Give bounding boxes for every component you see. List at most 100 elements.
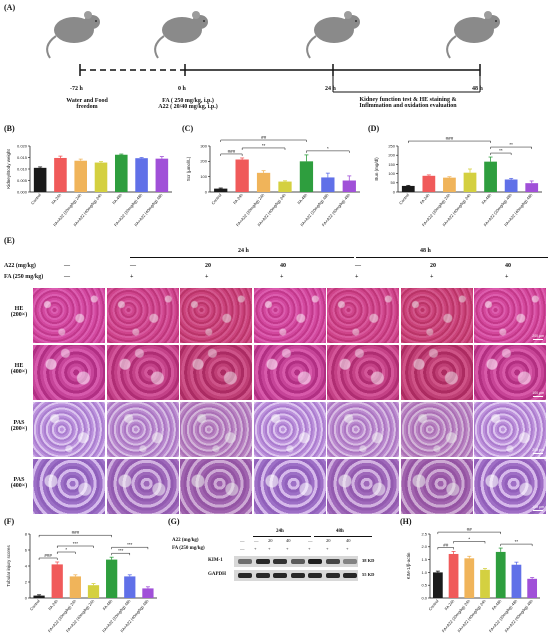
panel-label-a: (A)	[4, 3, 16, 12]
significance-bracket	[38, 534, 112, 538]
chart-f: 0 2 4 6 8 Tubular injury scores Control FA 24h F…	[6, 530, 157, 633]
x-tick-label: Control	[210, 192, 222, 205]
panel-label-e: (E)	[4, 236, 15, 245]
blot-band	[255, 573, 270, 578]
bar	[135, 158, 148, 192]
scale-bar-label: 100 μm	[532, 391, 544, 395]
histology-image: 200 μm	[474, 288, 546, 343]
y-tick-label: 6	[25, 547, 28, 552]
y-tick-label: 300	[200, 143, 207, 148]
bar	[33, 595, 45, 598]
blot-band	[238, 559, 252, 564]
x-tick-label: FA 48h	[296, 192, 308, 205]
y-tick-label: 0.010	[17, 166, 28, 171]
significance-bracket	[220, 139, 307, 142]
significance-bracket	[241, 147, 286, 150]
histology-image	[400, 288, 473, 343]
a22-dose-value: —	[130, 263, 136, 269]
blot-band	[238, 573, 252, 578]
y-tick-label: 2.5	[421, 531, 427, 536]
scale-bar	[533, 453, 543, 454]
significance-bracket	[490, 146, 532, 150]
histology-image	[106, 402, 179, 457]
blot-band	[255, 559, 270, 564]
histology-image	[327, 402, 399, 457]
y-tick-label: 2.0	[421, 544, 427, 549]
x-tick-label: FA+A22 (20mg/kg) 24h	[441, 598, 471, 633]
x-tick-label: FA+A22 (40mg/kg) 24h	[456, 598, 486, 633]
panel-label-h: (H)	[400, 517, 412, 526]
bar	[114, 154, 128, 192]
stain-label: HE (400×)	[10, 363, 28, 375]
histology-grid: HE (200×) 200 μm HE (400×) 100 μm PAS (200×) 200…	[0, 288, 550, 514]
significance-label: ###	[446, 136, 454, 141]
significance-label: ##	[261, 135, 267, 140]
a22-dose-value: 20	[430, 263, 436, 269]
scale-bar-label: 200 μm	[532, 334, 544, 338]
x-tick-label: FA+A22 (40mg/kg) 48h	[504, 598, 534, 633]
fa-dose-value: +	[308, 546, 311, 551]
fa-dose-value: +	[254, 546, 257, 551]
significance-bracket	[111, 546, 149, 550]
panel-label-f: (F)	[4, 517, 15, 526]
significance-label: ***	[73, 541, 79, 546]
chart-b: 0.000 0.005 0.010 0.015 0.020 Kidney/Body wei…	[6, 143, 172, 227]
bar	[495, 551, 506, 598]
significance-label: **	[515, 539, 519, 544]
histology-image	[180, 345, 252, 400]
bar	[443, 177, 456, 192]
y-tick-label: 4	[25, 563, 28, 568]
x-tick-label: FA 48h	[480, 192, 492, 205]
y-tick-label: 0	[393, 189, 396, 194]
significance-bracket	[437, 531, 501, 535]
bar	[448, 553, 459, 598]
stain-label: PAS (400×)	[10, 477, 28, 489]
y-axis-label: Tubular injury scores	[6, 544, 11, 586]
histology-image	[180, 459, 252, 514]
blot-band	[273, 573, 287, 578]
histology-image	[106, 288, 179, 343]
histology-image: 100 μm	[474, 345, 546, 400]
significance-label: ***	[118, 548, 124, 553]
bar	[299, 161, 314, 192]
bar	[256, 172, 271, 192]
bar	[155, 158, 169, 192]
x-tick-label: FA 24h	[419, 192, 431, 205]
fa-dose-value: +	[346, 546, 349, 551]
bar	[33, 167, 47, 192]
a22-dose-value: 40	[346, 538, 351, 543]
significance-bracket	[56, 545, 94, 548]
divider	[314, 536, 372, 537]
bar	[484, 161, 497, 192]
dose-label: FA ( 250 mg/kg, i.p.) A22 ( 20/40 mg/kg, …	[158, 98, 218, 110]
x-tick-label: Control	[398, 192, 410, 205]
x-tick-label: Control	[427, 598, 439, 611]
time-48-label: 48h	[336, 529, 344, 534]
significance-bracket	[38, 557, 58, 560]
a22-dose-value: 40	[505, 263, 511, 269]
y-tick-label: 0.0	[421, 595, 427, 600]
time-24-label: 24h	[276, 529, 284, 534]
x-tick-label: FA+A22 (20mg/kg) 48h	[488, 598, 518, 633]
timeline-diagram	[46, 11, 500, 93]
histology-image	[180, 402, 252, 457]
fa-dose-value: +	[286, 546, 289, 551]
significance-bracket	[500, 543, 533, 547]
scale-bar	[533, 396, 543, 397]
scale-bar	[533, 339, 543, 340]
significance-bracket	[111, 552, 131, 556]
significance-label: ###	[228, 149, 236, 154]
bar	[504, 179, 518, 192]
scale-bar	[533, 510, 543, 511]
y-tick-label: 50	[391, 180, 396, 185]
mouse-icon	[46, 11, 100, 59]
y-tick-label: 0	[25, 595, 28, 600]
a22-dose-value: 40	[286, 538, 291, 543]
blot-strip	[234, 556, 358, 567]
bar	[278, 181, 292, 192]
y-tick-label: 150	[388, 162, 395, 167]
y-tick-label: 0.5	[421, 583, 427, 588]
panel-label-b: (B)	[4, 124, 15, 133]
bar	[321, 177, 335, 192]
fa-dose-value: +	[430, 274, 434, 280]
